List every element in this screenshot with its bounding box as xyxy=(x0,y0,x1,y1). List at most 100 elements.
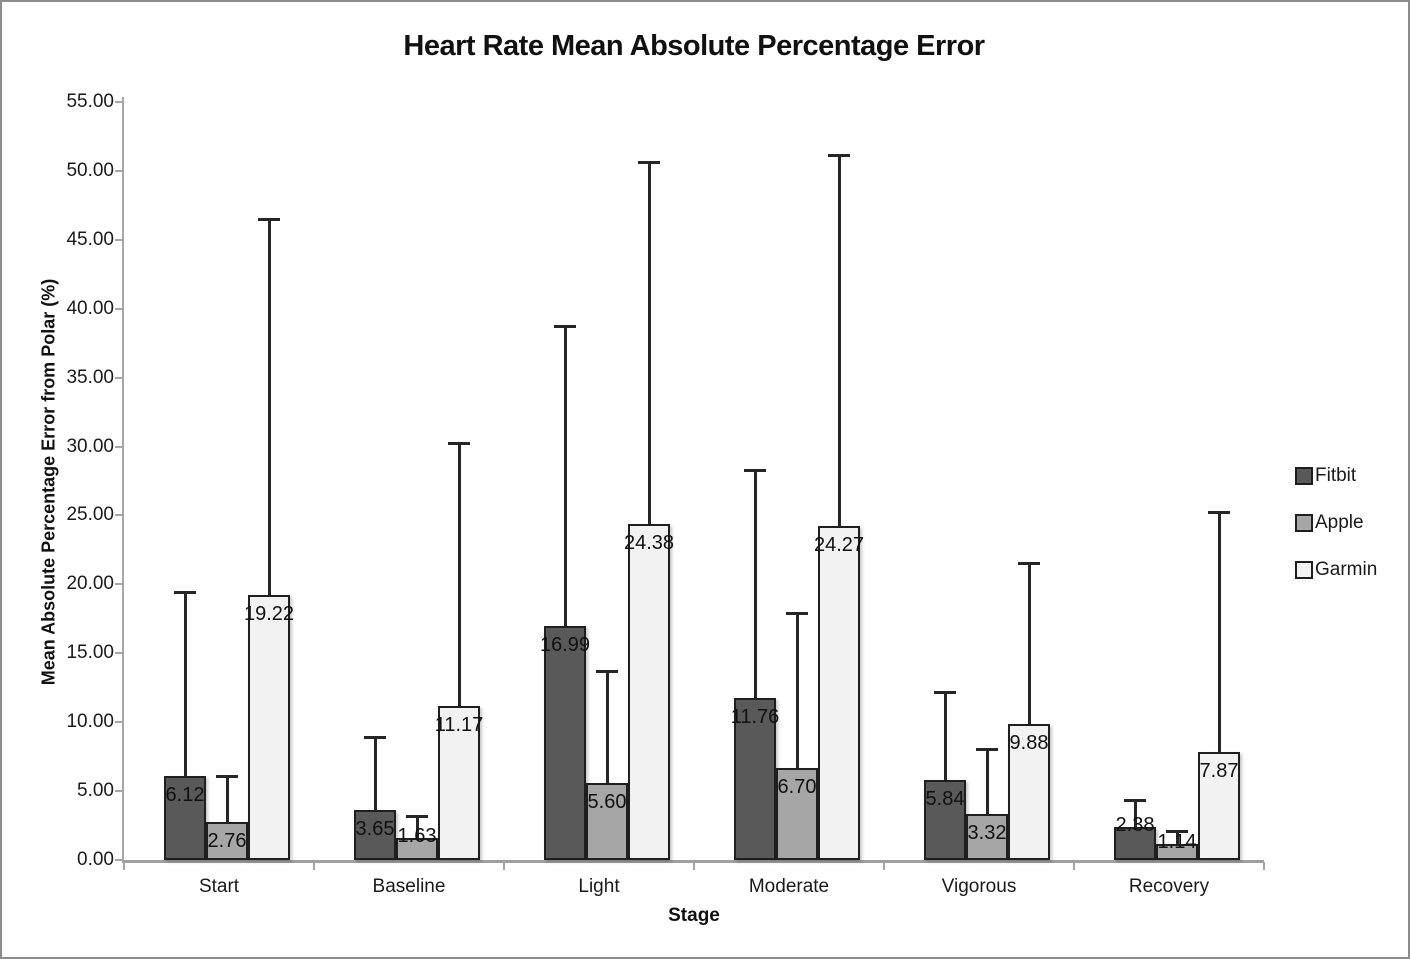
x-tick-mark xyxy=(123,862,125,870)
apple-swatch-icon xyxy=(1295,514,1313,532)
y-tick-label: 10.00 xyxy=(66,711,114,733)
x-category-label: Vigorous xyxy=(941,876,1017,897)
x-axis-line xyxy=(122,860,1264,863)
x-tick-mark xyxy=(503,862,505,870)
error-bar xyxy=(164,591,206,776)
x-tick-mark xyxy=(693,862,695,870)
bar-fitbit-moderate xyxy=(734,697,776,860)
error-bar-line xyxy=(415,814,419,838)
y-tick-mark xyxy=(115,859,123,861)
bar-slot: 24.38 xyxy=(624,102,674,860)
legend-item-garmin: Garmin xyxy=(1295,559,1377,581)
bar-value-label: 9.88 xyxy=(1009,731,1049,754)
error-bar-cap xyxy=(638,161,660,165)
plot-area: 6.12 2.76 19.22 Start 3.65 1.63 11.17 Baseline 1… xyxy=(124,102,1264,897)
error-bar xyxy=(1114,799,1156,828)
error-bar xyxy=(1156,829,1198,845)
bar-fitbit-baseline xyxy=(354,809,396,860)
x-axis-title: Stage xyxy=(668,905,720,926)
bar-fitbit-vigorous xyxy=(924,779,966,860)
error-bar xyxy=(1008,562,1050,724)
bar-slot: 11.76 xyxy=(731,102,779,860)
y-tick-label: 40.00 xyxy=(66,297,114,319)
y-tick-label: 35.00 xyxy=(66,366,114,388)
legend-label: Apple xyxy=(1315,512,1364,533)
bar-slot: 2.38 xyxy=(1114,102,1156,860)
y-tick-label: 25.00 xyxy=(66,504,114,526)
bar-slot: 16.99 xyxy=(540,102,590,860)
error-bar-cap xyxy=(1208,511,1230,515)
x-category-label: Moderate xyxy=(748,876,830,897)
error-bar-line xyxy=(1027,562,1031,724)
error-bar-line xyxy=(183,591,187,776)
chart-title: Heart Rate Mean Absolute Percentage Erro… xyxy=(403,30,985,62)
bar-garmin-moderate xyxy=(818,525,860,860)
bar-apple-start xyxy=(206,821,248,860)
error-bar-cap xyxy=(934,690,956,694)
error-bar xyxy=(1198,511,1240,752)
y-tick-label: 15.00 xyxy=(66,642,114,664)
error-bar-cap xyxy=(976,748,998,752)
bar-slot: 11.17 xyxy=(435,102,483,860)
y-tick-label: 55.00 xyxy=(66,91,114,112)
bar-value-label: 3.32 xyxy=(967,822,1007,845)
y-tick-mark xyxy=(115,376,123,379)
error-bar-line xyxy=(563,325,567,626)
error-bar xyxy=(734,468,776,698)
error-bar xyxy=(818,154,860,526)
error-bar-cap xyxy=(216,774,238,778)
bar-slot: 1.14 xyxy=(1156,102,1198,860)
error-bar-cap xyxy=(1166,829,1188,833)
bar-group-moderate: 11.76 6.70 24.27 Moderate xyxy=(694,102,884,897)
bar-group-recovery: 2.38 1.14 7.87 Recovery xyxy=(1074,102,1264,897)
bar-fitbit-start xyxy=(164,775,206,860)
y-tick-mark xyxy=(115,445,123,448)
y-tick-mark xyxy=(115,169,123,172)
bar-group-start: 6.12 2.76 19.22 Start xyxy=(124,102,314,897)
error-bar-line xyxy=(837,154,841,526)
error-bar-cap xyxy=(554,325,576,329)
bar-fitbit-light xyxy=(544,625,586,860)
x-tick-mark xyxy=(1073,862,1075,870)
error-bar-line xyxy=(267,217,271,596)
error-bar xyxy=(248,217,290,596)
bar-value-label: 5.60 xyxy=(587,790,627,813)
x-tick-mark xyxy=(883,862,885,870)
bar-slot: 1.63 xyxy=(396,102,438,860)
bar-value-label: 6.12 xyxy=(165,783,205,806)
error-bar-line xyxy=(647,161,651,524)
error-bar xyxy=(396,814,438,838)
bar-value-label: 2.38 xyxy=(1115,814,1155,837)
y-tick-mark xyxy=(115,238,123,241)
y-tick-mark xyxy=(115,583,123,586)
error-bar xyxy=(776,611,818,768)
bar-slot: 6.12 xyxy=(164,102,206,860)
error-bar xyxy=(628,161,670,524)
error-bar-cap xyxy=(1124,799,1146,803)
error-bar-cap xyxy=(448,442,470,446)
bar-apple-baseline xyxy=(396,837,438,860)
error-bar-line xyxy=(753,468,757,698)
error-bar xyxy=(966,748,1008,815)
bar-value-label: 19.22 xyxy=(243,603,295,626)
bar-slot: 24.27 xyxy=(814,102,864,860)
error-bar-line xyxy=(1133,799,1137,828)
bar-apple-recovery xyxy=(1156,844,1198,860)
bar-slot: 9.88 xyxy=(1008,102,1050,860)
bar-fitbit-recovery xyxy=(1114,827,1156,860)
error-bar-cap xyxy=(258,217,280,221)
x-category-label: Start xyxy=(198,876,240,897)
bar-value-label: 1.63 xyxy=(397,824,437,847)
error-bar-line xyxy=(795,611,799,768)
bar-value-label: 11.17 xyxy=(434,714,484,737)
bar-value-label: 2.76 xyxy=(207,829,247,852)
error-bar xyxy=(354,735,396,810)
error-bar-cap xyxy=(174,591,196,595)
error-bar xyxy=(924,690,966,780)
bar-value-label: 7.87 xyxy=(1199,759,1239,782)
bar-value-label: 1.14 xyxy=(1157,831,1197,854)
error-bar-line xyxy=(985,748,989,815)
bar-slot: 2.76 xyxy=(206,102,248,860)
y-tick-mark xyxy=(115,790,123,793)
